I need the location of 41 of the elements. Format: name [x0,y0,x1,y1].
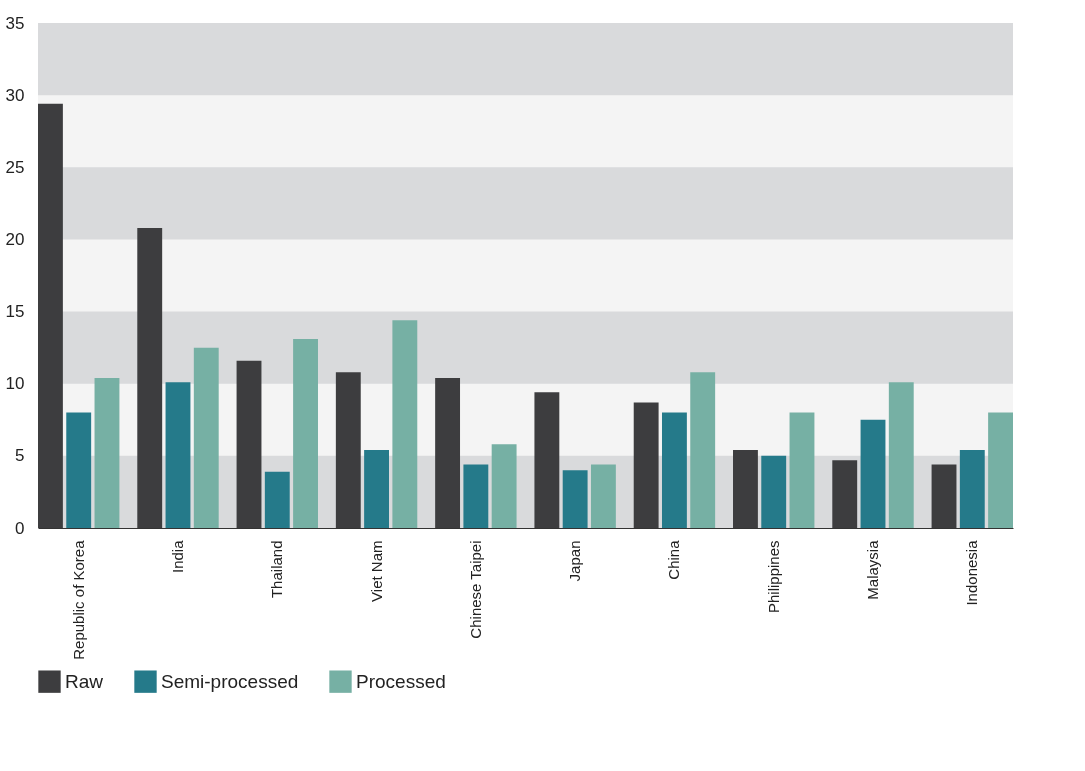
legend-label: Raw [65,670,104,692]
x-tick-label: Chinese Taipei [466,540,484,639]
bar [959,450,985,528]
bar [165,382,191,528]
bar [491,444,517,528]
x-tick-label: India [168,539,186,574]
bar [463,464,489,528]
x-tick-label: Republic of Korea [69,539,87,660]
bar [66,412,92,528]
legend-label: Semi-processed [161,670,299,692]
y-tick-label: 25 [5,157,25,177]
bar [590,464,616,528]
bar [392,320,418,528]
y-tick-label: 15 [5,302,25,322]
bar [264,471,290,528]
x-tick-label: Thailand [268,540,286,599]
bar [988,412,1013,528]
bar [562,470,588,528]
legend-label: Processed [356,670,446,692]
bar [364,450,390,528]
bar [293,338,318,528]
y-tick-label: 20 [5,229,25,249]
x-tick-label: Viet Nam [367,540,385,602]
bar [690,372,716,528]
bar [888,382,914,528]
x-tick-label: Malaysia [864,539,882,600]
bar [94,377,120,528]
bar [860,419,886,528]
bar [789,412,815,528]
y-tick-label: 30 [5,85,25,105]
x-tick-label: Japan [566,540,584,582]
bar [761,455,787,528]
x-tick-label: Indonesia [963,539,981,606]
x-tick-label: Philippines [764,540,782,614]
y-tick-label: 0 [15,518,25,538]
bar [661,412,687,528]
y-tick-label: 10 [5,374,25,394]
y-tick-label: 5 [15,446,25,466]
y-tick-label: 35 [5,13,25,33]
x-tick-label: China [665,539,683,580]
bar [193,347,219,528]
